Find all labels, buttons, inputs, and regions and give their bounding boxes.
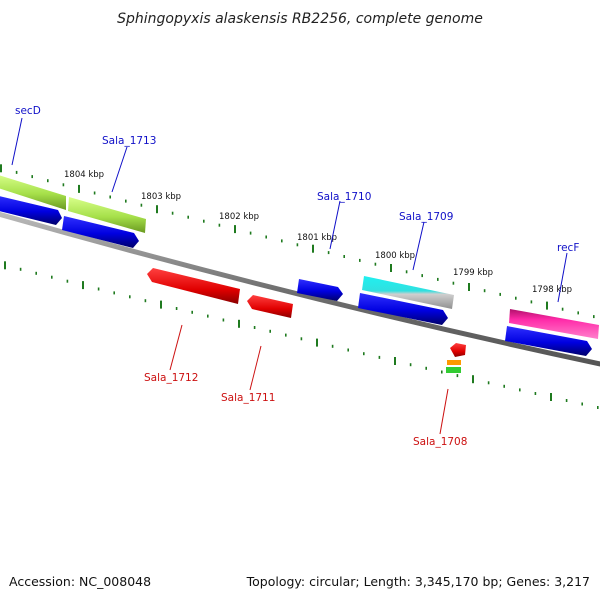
gene-label-recf[interactable]: recF [557, 242, 579, 254]
sala-1713-cds-arrow[interactable] [62, 216, 139, 248]
sala-1709-cds-arrow[interactable] [358, 293, 448, 325]
reverse-gene-labels: Sala_1712 Sala_1711 Sala_1708 [144, 372, 467, 448]
map-title: Sphingopyxis alaskensis RB2256, complete… [117, 11, 483, 27]
gene-label-sala-1709[interactable]: Sala_1709 [399, 211, 453, 223]
kbp-label: 1798 kbp [532, 285, 572, 295]
gene-label-sala-1710[interactable]: Sala_1710 [317, 191, 371, 203]
recf-cds-arrow[interactable] [505, 326, 592, 356]
sala-1710-cds-arrow[interactable] [297, 279, 343, 301]
kbp-label: 1802 kbp [219, 212, 259, 222]
sala-1711-cds-arrow[interactable] [247, 295, 293, 318]
genome-backbone [0, 211, 600, 367]
sala-1708-rna-orange[interactable] [447, 360, 461, 365]
sala-1709-feature[interactable] [362, 276, 454, 309]
sala-1708-rna-green[interactable] [446, 367, 461, 373]
outer-tick-scale [0, 164, 595, 319]
recf-feature[interactable] [509, 309, 599, 339]
gene-label-sala-1711[interactable]: Sala_1711 [221, 392, 275, 404]
kbp-label: 1801 kbp [297, 233, 337, 243]
gene-label-sala-1712[interactable]: Sala_1712 [144, 372, 198, 384]
gene-label-secd[interactable]: secD [15, 105, 41, 117]
forward-gene-labels: secD Sala_1713 Sala_1710 Sala_1709 recF [15, 105, 579, 254]
kbp-label: 1803 kbp [141, 192, 181, 202]
gene-label-sala-1708[interactable]: Sala_1708 [413, 436, 467, 448]
kbp-labels: 1804 kbp 1803 kbp 1802 kbp 1801 kbp 1800… [64, 170, 572, 295]
forward-leader-lines [11, 117, 568, 303]
kbp-label: 1804 kbp [64, 170, 104, 180]
secd-cds-arrow[interactable] [0, 195, 62, 225]
sala-1713-feature[interactable] [68, 197, 146, 233]
sala-1708-cds-arrow[interactable] [450, 343, 466, 357]
genome-summary-text: Topology: circular; Length: 3,345,170 bp… [246, 574, 590, 589]
accession-text: Accession: NC_008048 [9, 574, 151, 589]
kbp-label: 1800 kbp [375, 251, 415, 261]
sala-1712-cds-arrow[interactable] [147, 268, 240, 304]
kbp-label: 1799 kbp [453, 268, 493, 278]
reverse-leader-lines [169, 324, 449, 435]
secd-feature[interactable] [0, 174, 66, 210]
gene-label-sala-1713[interactable]: Sala_1713 [102, 135, 156, 147]
inner-tick-scale [4, 261, 599, 409]
